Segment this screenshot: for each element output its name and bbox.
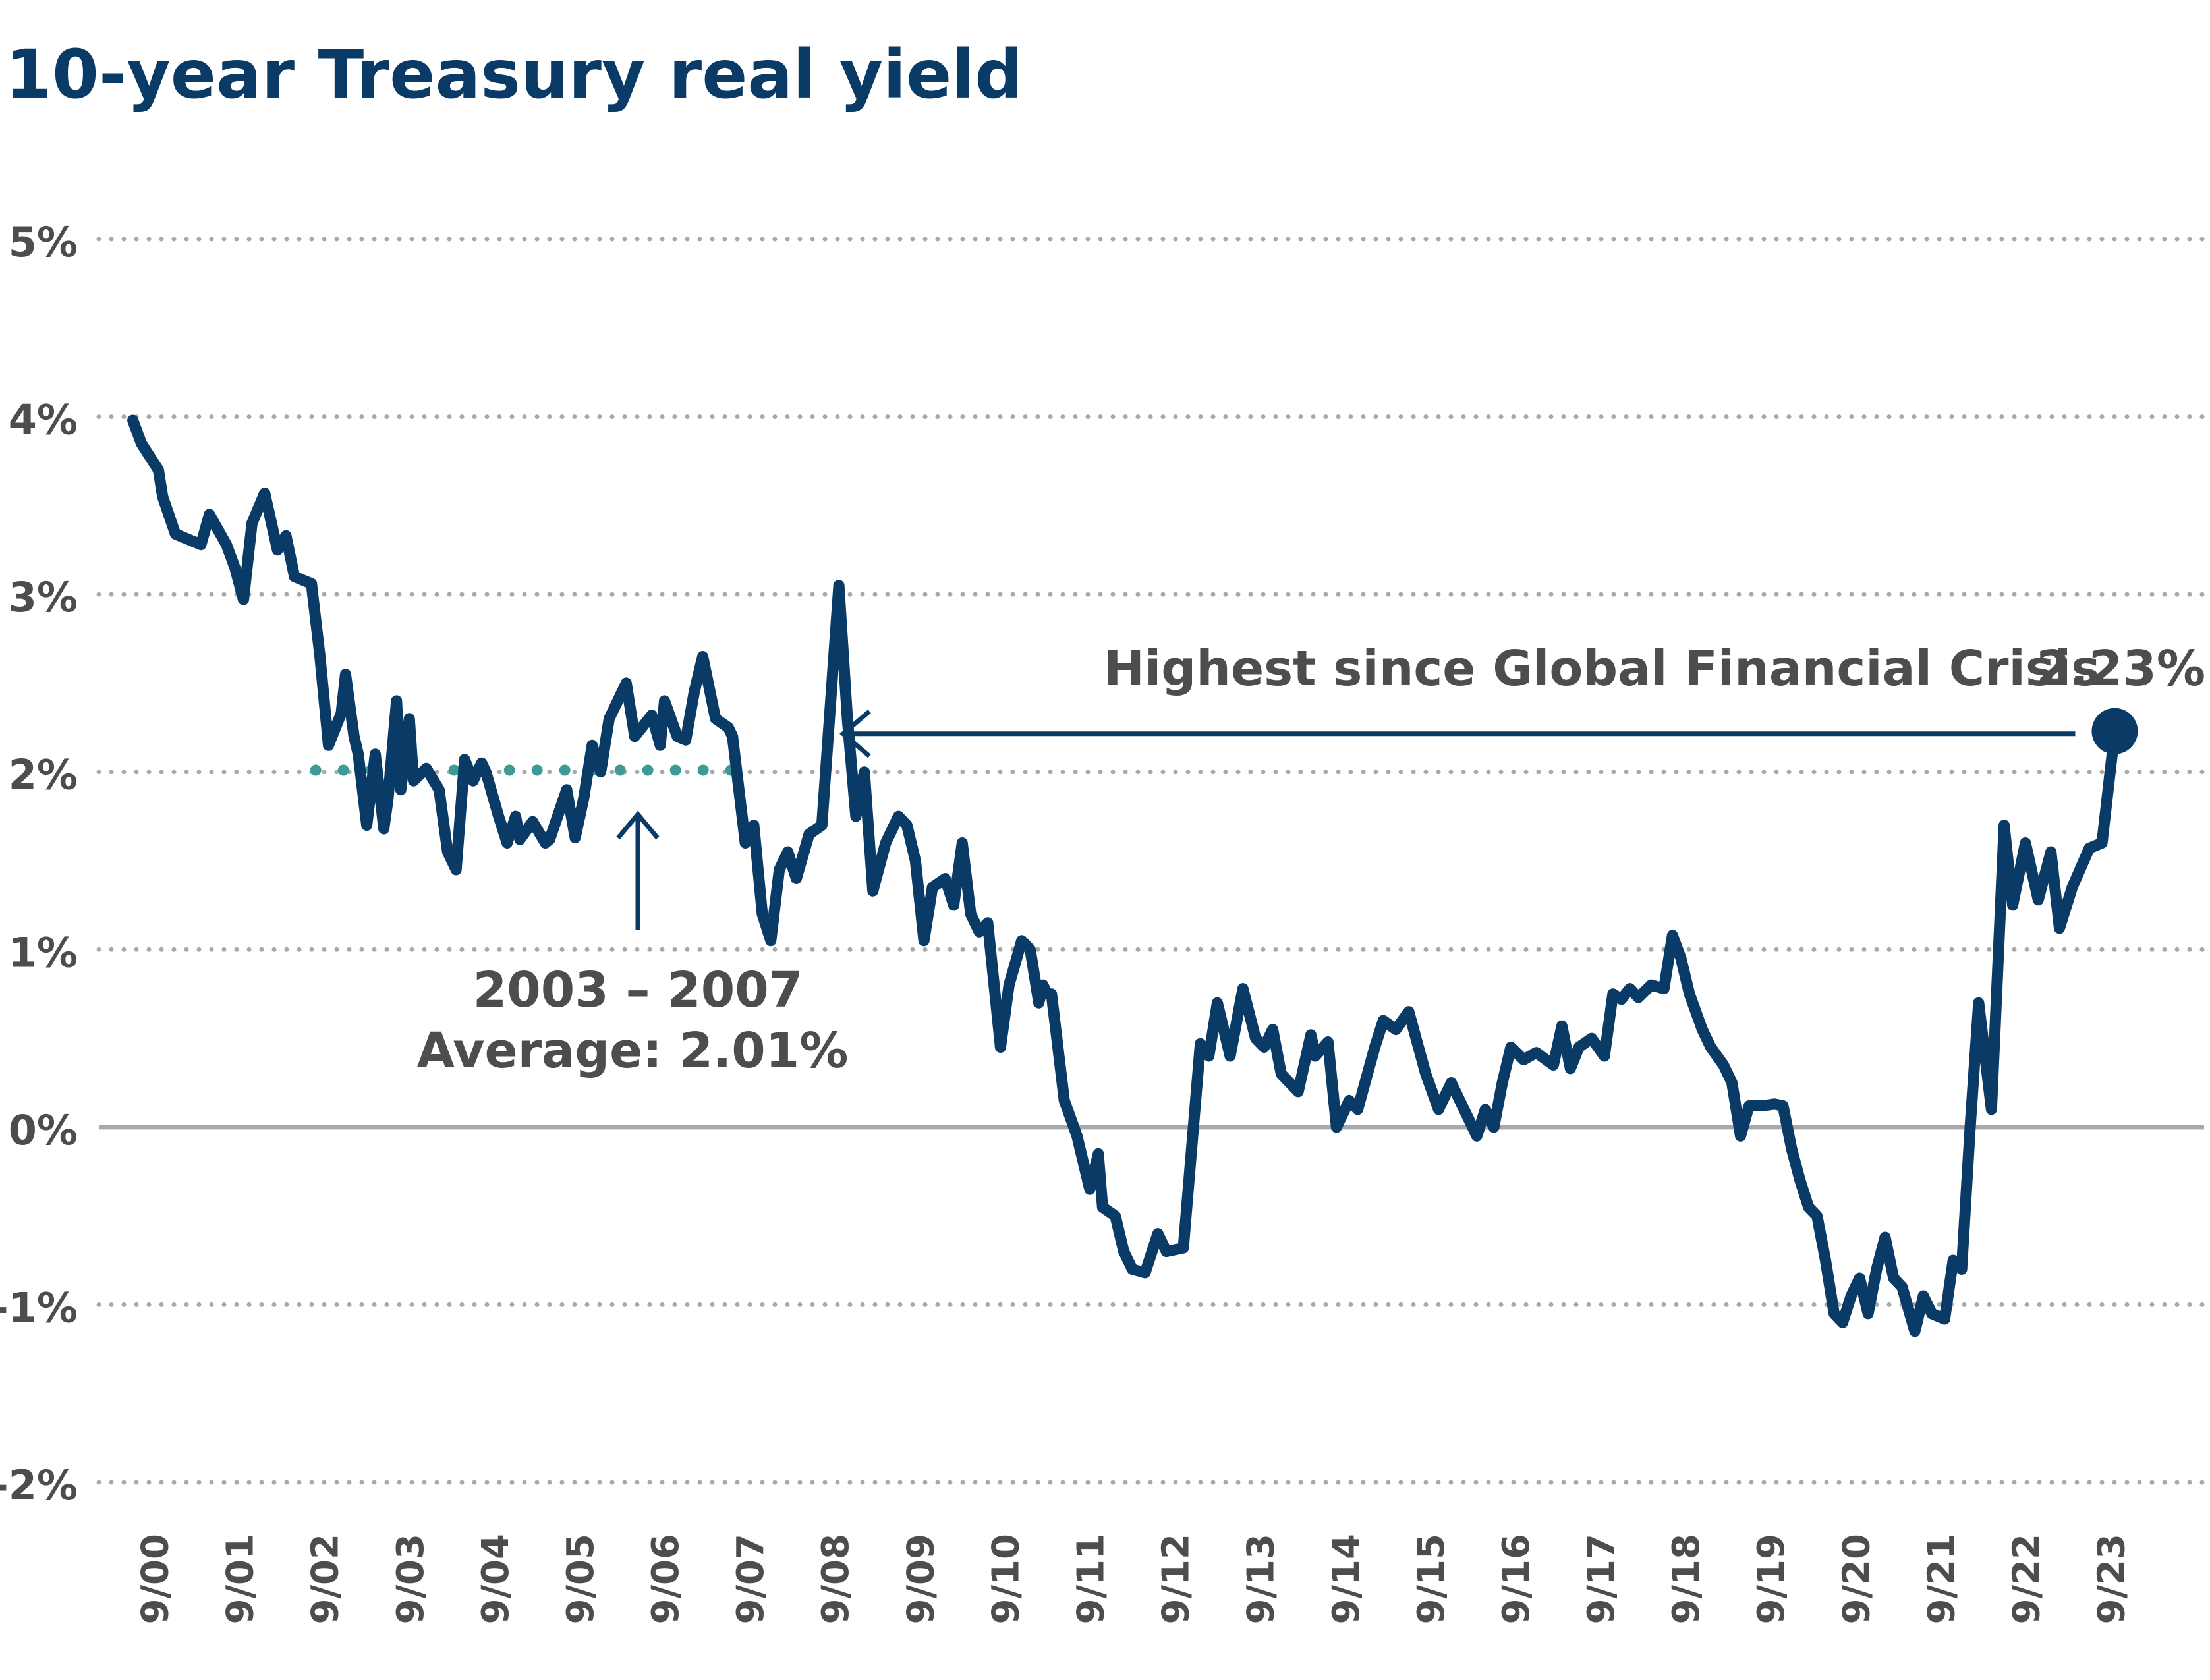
x-tick-label: 9/06: [644, 1534, 687, 1624]
y-tick-label: 0%: [9, 1106, 78, 1154]
x-tick-label: 9/04: [474, 1534, 517, 1624]
y-tick-label: 2%: [9, 751, 78, 799]
y-tick-label: -1%: [0, 1283, 78, 1331]
x-tick-label: 9/02: [304, 1534, 347, 1624]
x-tick-label: 9/22: [2005, 1534, 2048, 1624]
y-tick-label: 4%: [9, 396, 78, 444]
highlight-end-marker: [2091, 708, 2138, 754]
x-tick-label: 9/23: [2091, 1534, 2134, 1624]
highlight-arrow-head: [839, 710, 871, 758]
y-tick-label: 3%: [9, 573, 78, 621]
x-axis-ticks: 9/00 9/01 9/02 9/03 9/04 9/05 9/06 9/07 9/08 9/09…: [134, 1534, 2133, 1624]
x-tick-label: 9/21: [1920, 1534, 1963, 1624]
series-group: [127, 414, 2120, 1337]
x-tick-label: 9/08: [814, 1534, 857, 1624]
x-tick-label: 9/11: [1069, 1534, 1112, 1624]
highlight-value-label: 2.23%: [2036, 640, 2205, 697]
y-tick-label: -2%: [0, 1461, 78, 1509]
highlight-arrow-text: Highest since Global Financial Crisis: [1104, 640, 2100, 697]
average-label-period: 2003 – 2007: [473, 962, 803, 1019]
x-tick-label: 9/18: [1665, 1534, 1708, 1624]
x-tick-label: 9/12: [1155, 1534, 1198, 1624]
x-tick-label: 9/17: [1580, 1534, 1623, 1624]
chart-title: 10-year Treasury real yield: [5, 36, 1023, 114]
average-arrow-head: [616, 810, 660, 840]
x-tick-label: 9/14: [1325, 1534, 1368, 1624]
gridlines: [96, 237, 2207, 1485]
x-tick-label: 9/07: [729, 1534, 772, 1624]
x-tick-label: 9/09: [899, 1534, 942, 1624]
x-tick-label: 9/15: [1410, 1534, 1453, 1624]
x-tick-label: 9/13: [1240, 1534, 1283, 1624]
y-tick-label: 5%: [9, 218, 78, 266]
x-tick-label: 9/16: [1495, 1534, 1538, 1624]
series-line: [127, 414, 2120, 1337]
x-tick-label: 9/05: [559, 1534, 602, 1624]
x-tick-label: 9/20: [1835, 1534, 1878, 1624]
average-label-value: Average: 2.01%: [417, 1022, 849, 1079]
y-tick-label: 1%: [9, 928, 78, 976]
x-tick-label: 9/03: [389, 1534, 432, 1624]
x-tick-label: 9/00: [134, 1534, 177, 1624]
x-tick-label: 9/19: [1750, 1534, 1793, 1624]
x-tick-label: 9/10: [984, 1534, 1027, 1624]
y-axis-ticks: 5% 4% 3% 2% 1% 0% -1% -2%: [0, 218, 78, 1509]
x-tick-label: 9/01: [219, 1534, 262, 1624]
